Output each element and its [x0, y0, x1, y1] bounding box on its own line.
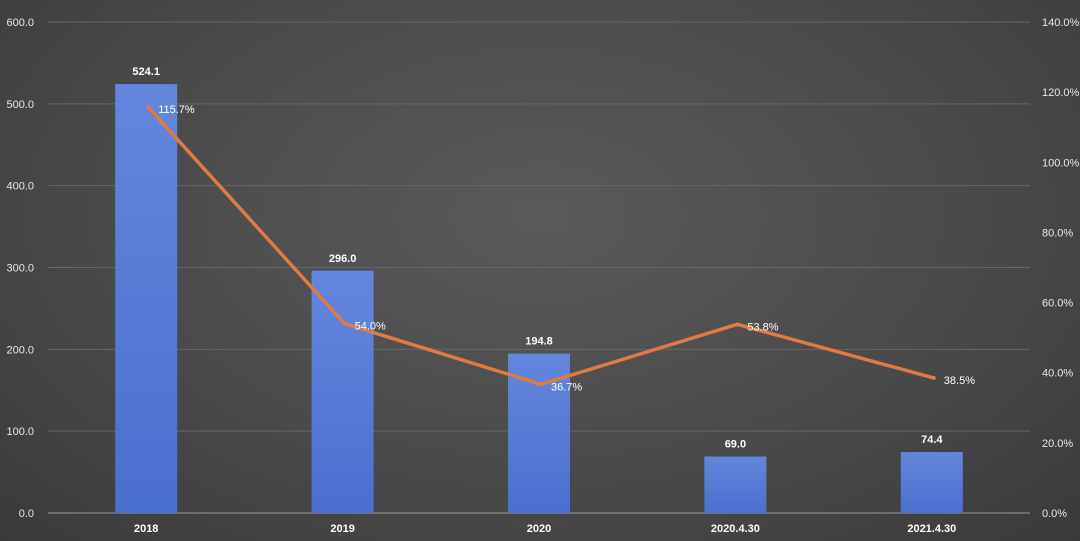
category-label: 2021.4.30 — [907, 523, 956, 535]
left-tick-label: 500.0 — [6, 99, 34, 111]
category-label: 2020.4.30 — [711, 523, 760, 535]
line-value-label: 53.8% — [747, 321, 778, 333]
right-axis-ticks: 0.0% 20.0% 40.0% 60.0% 80.0% 100.0% 120.0% 140.… — [1042, 17, 1080, 520]
bar — [311, 270, 374, 513]
bar — [115, 84, 178, 513]
line-value-label: 36.7% — [551, 381, 582, 393]
left-tick-label: 600.0 — [6, 17, 34, 29]
line-point — [735, 322, 740, 327]
line-value-label: 54.0% — [355, 321, 386, 333]
left-tick-label: 400.0 — [6, 181, 34, 193]
category-label: 2020 — [527, 523, 551, 535]
right-tick-label: 80.0% — [1042, 227, 1073, 239]
right-tick-label: 140.0% — [1042, 17, 1080, 29]
line-value-label: 38.5% — [944, 375, 975, 387]
line-point — [931, 375, 936, 380]
category-label: 2018 — [134, 523, 158, 535]
bar-series: 524.1 296.0 194.8 69.0 74.4 — [115, 66, 963, 513]
right-tick-label: 40.0% — [1042, 368, 1073, 380]
bar-value-label: 74.4 — [921, 434, 943, 446]
line-point — [146, 105, 151, 110]
bar-value-label: 524.1 — [132, 66, 160, 78]
category-axis: 2018 2019 2020 2020.4.30 2021.4.30 — [134, 523, 956, 535]
ratio-line-series: 115.7% 54.0% 36.7% 53.8% 38.5% — [146, 104, 975, 393]
left-tick-label: 100.0 — [6, 426, 34, 438]
bar — [704, 456, 767, 513]
category-label: 2019 — [330, 523, 354, 535]
left-tick-label: 300.0 — [6, 263, 34, 275]
line-point — [342, 321, 347, 326]
right-tick-label: 120.0% — [1042, 87, 1080, 99]
left-tick-label: 0.0 — [19, 508, 34, 520]
bar — [900, 452, 963, 513]
right-tick-label: 0.0% — [1042, 508, 1067, 520]
line-value-label: 115.7% — [158, 104, 195, 116]
bar-value-label: 69.0 — [725, 439, 746, 451]
line-point — [539, 382, 543, 387]
left-tick-label: 200.0 — [6, 344, 34, 356]
right-tick-label: 20.0% — [1042, 438, 1073, 450]
gridlines — [48, 21, 1030, 514]
right-tick-label: 60.0% — [1042, 298, 1073, 310]
bar-value-label: 194.8 — [525, 336, 553, 348]
right-tick-label: 100.0% — [1042, 157, 1080, 169]
left-axis-ticks: 0.0 100.0 200.0 300.0 400.0 500.0 600.0 — [6, 17, 34, 520]
bar-value-label: 296.0 — [329, 253, 357, 265]
